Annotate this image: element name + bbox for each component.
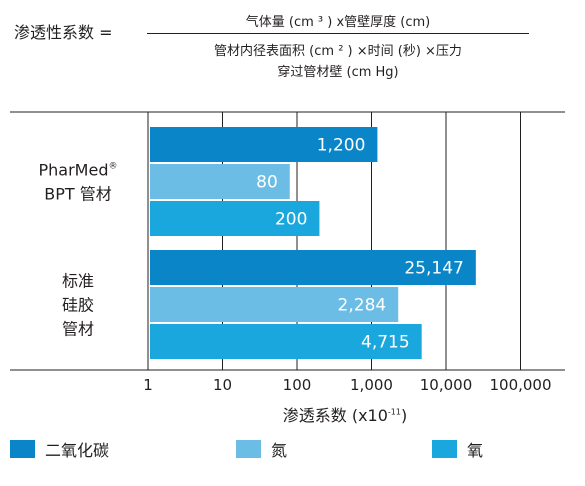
x-axis-label: 渗透系数 (x10-11)	[282, 406, 408, 425]
x-tick-label: 1	[143, 376, 153, 394]
x-tick-label: 100	[283, 376, 312, 394]
x-tick-label: 10,000	[420, 376, 473, 394]
category-label: 管材	[62, 320, 94, 339]
formula-fraction-line	[147, 33, 529, 34]
formula-label: 渗透性系数 =	[14, 23, 113, 42]
bar	[150, 127, 378, 162]
x-tick-label: 100,000	[489, 376, 551, 394]
bar-value-label: 80	[256, 173, 278, 193]
category-label: 硅胶	[62, 296, 94, 315]
legend-item-oxygen: 氧	[432, 438, 483, 460]
x-tick-label: 10	[213, 376, 232, 394]
legend-swatch-co2	[10, 440, 35, 458]
legend-item-nitrogen: 氮	[236, 438, 287, 460]
legend-swatch-nitrogen	[236, 440, 261, 458]
bar	[150, 287, 399, 322]
bar	[150, 324, 422, 359]
chart-x-ticks: 1 10 100 1,000 10,000 100,000	[143, 376, 551, 394]
formula-numerator: 气体量 (cm ³ ) x管壁厚度 (cm)	[245, 15, 431, 30]
bar-value-label: 4,715	[361, 333, 410, 353]
bar	[150, 164, 290, 199]
category-label: PharMed®	[39, 161, 118, 180]
formula-denominator-line1: 管材内径表面积 (cm ² ) ×时间 (秒) ×压力	[214, 44, 462, 59]
legend-label-nitrogen: 氮	[271, 441, 288, 460]
chart-bars	[150, 127, 476, 359]
legend-item-co2: 二氧化碳	[10, 438, 109, 460]
x-tick-label: 1,000	[350, 376, 393, 394]
legend-label-oxygen: 氧	[467, 441, 484, 460]
chart-axes	[10, 111, 565, 371]
category-label: BPT 管材	[44, 185, 112, 204]
category-label-sup: ®	[108, 162, 117, 172]
category-label: 标准	[62, 272, 94, 291]
bar-value-label: 25,147	[404, 259, 463, 279]
bar-value-label: 2,284	[338, 296, 387, 316]
x-axis-label-sup: -11	[387, 407, 401, 417]
chart-bar-labels: 1,200 80 200 25,147 2,284 4,715	[256, 136, 464, 353]
bar-value-label: 1,200	[317, 136, 366, 156]
formula-denominator-line2: 穿过管材壁 (cm Hg)	[277, 65, 399, 80]
bar-value-label: 200	[275, 210, 307, 230]
legend-swatch-oxygen	[432, 440, 457, 458]
legend-label-co2: 二氧化碳	[45, 441, 110, 460]
bar	[150, 250, 476, 285]
bar	[150, 201, 320, 236]
